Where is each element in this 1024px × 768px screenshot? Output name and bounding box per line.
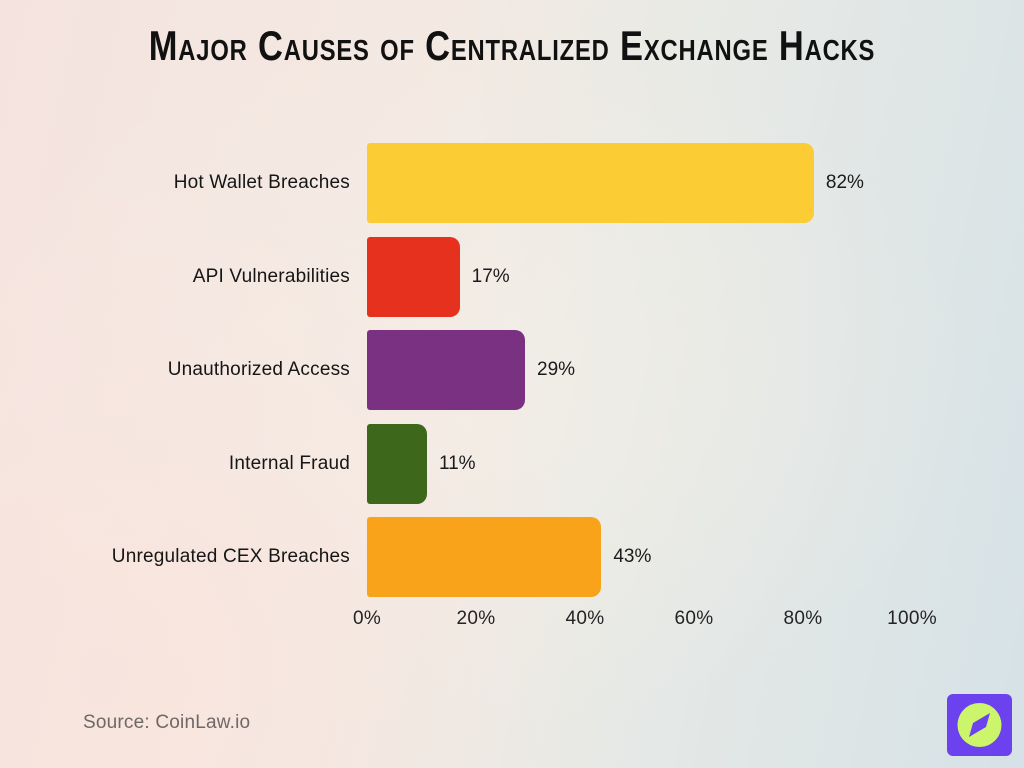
value-label: 29% — [537, 359, 576, 380]
bar-row: Unauthorized Access 29% — [0, 330, 1024, 410]
bar — [367, 423, 427, 504]
bar-row: Internal Fraud 11% — [0, 423, 1024, 504]
value-label: 82% — [825, 172, 864, 193]
compass-icon — [947, 694, 1012, 756]
bar — [367, 517, 602, 597]
source-label: Source: CoinLaw.io — [83, 712, 251, 733]
coinlaw-logo — [947, 694, 1012, 756]
x-axis-tick: 20% — [456, 608, 496, 629]
category-label: Hot Wallet Breaches — [173, 172, 350, 193]
bar — [367, 236, 460, 317]
bar — [367, 143, 814, 223]
value-label: 11% — [438, 452, 476, 474]
value-label: 17% — [471, 265, 510, 287]
category-label: Unauthorized Access — [167, 359, 350, 380]
x-axis-tick: 0% — [352, 608, 382, 629]
bar — [367, 330, 526, 410]
value-label: 43% — [613, 546, 652, 567]
category-label: Unregulated CEX Breaches — [111, 546, 350, 567]
bar-row: Hot Wallet Breaches 82% — [0, 143, 1024, 223]
x-axis: 0% 20% 40% 60% 80% 100% — [0, 608, 1024, 634]
x-axis-tick: 40% — [565, 608, 605, 629]
chart-title: Major Causes of Centralized Exchange Hac… — [148, 22, 876, 69]
x-axis-tick: 80% — [783, 608, 823, 629]
bar-row: API Vulnerabilities 17% — [0, 236, 1024, 317]
bar-row: Unregulated CEX Breaches 43% — [0, 517, 1024, 597]
x-axis-tick: 100% — [887, 608, 937, 629]
category-label: API Vulnerabilities — [192, 265, 350, 287]
x-axis-tick: 60% — [674, 608, 714, 629]
category-label: Internal Fraud — [228, 452, 350, 474]
